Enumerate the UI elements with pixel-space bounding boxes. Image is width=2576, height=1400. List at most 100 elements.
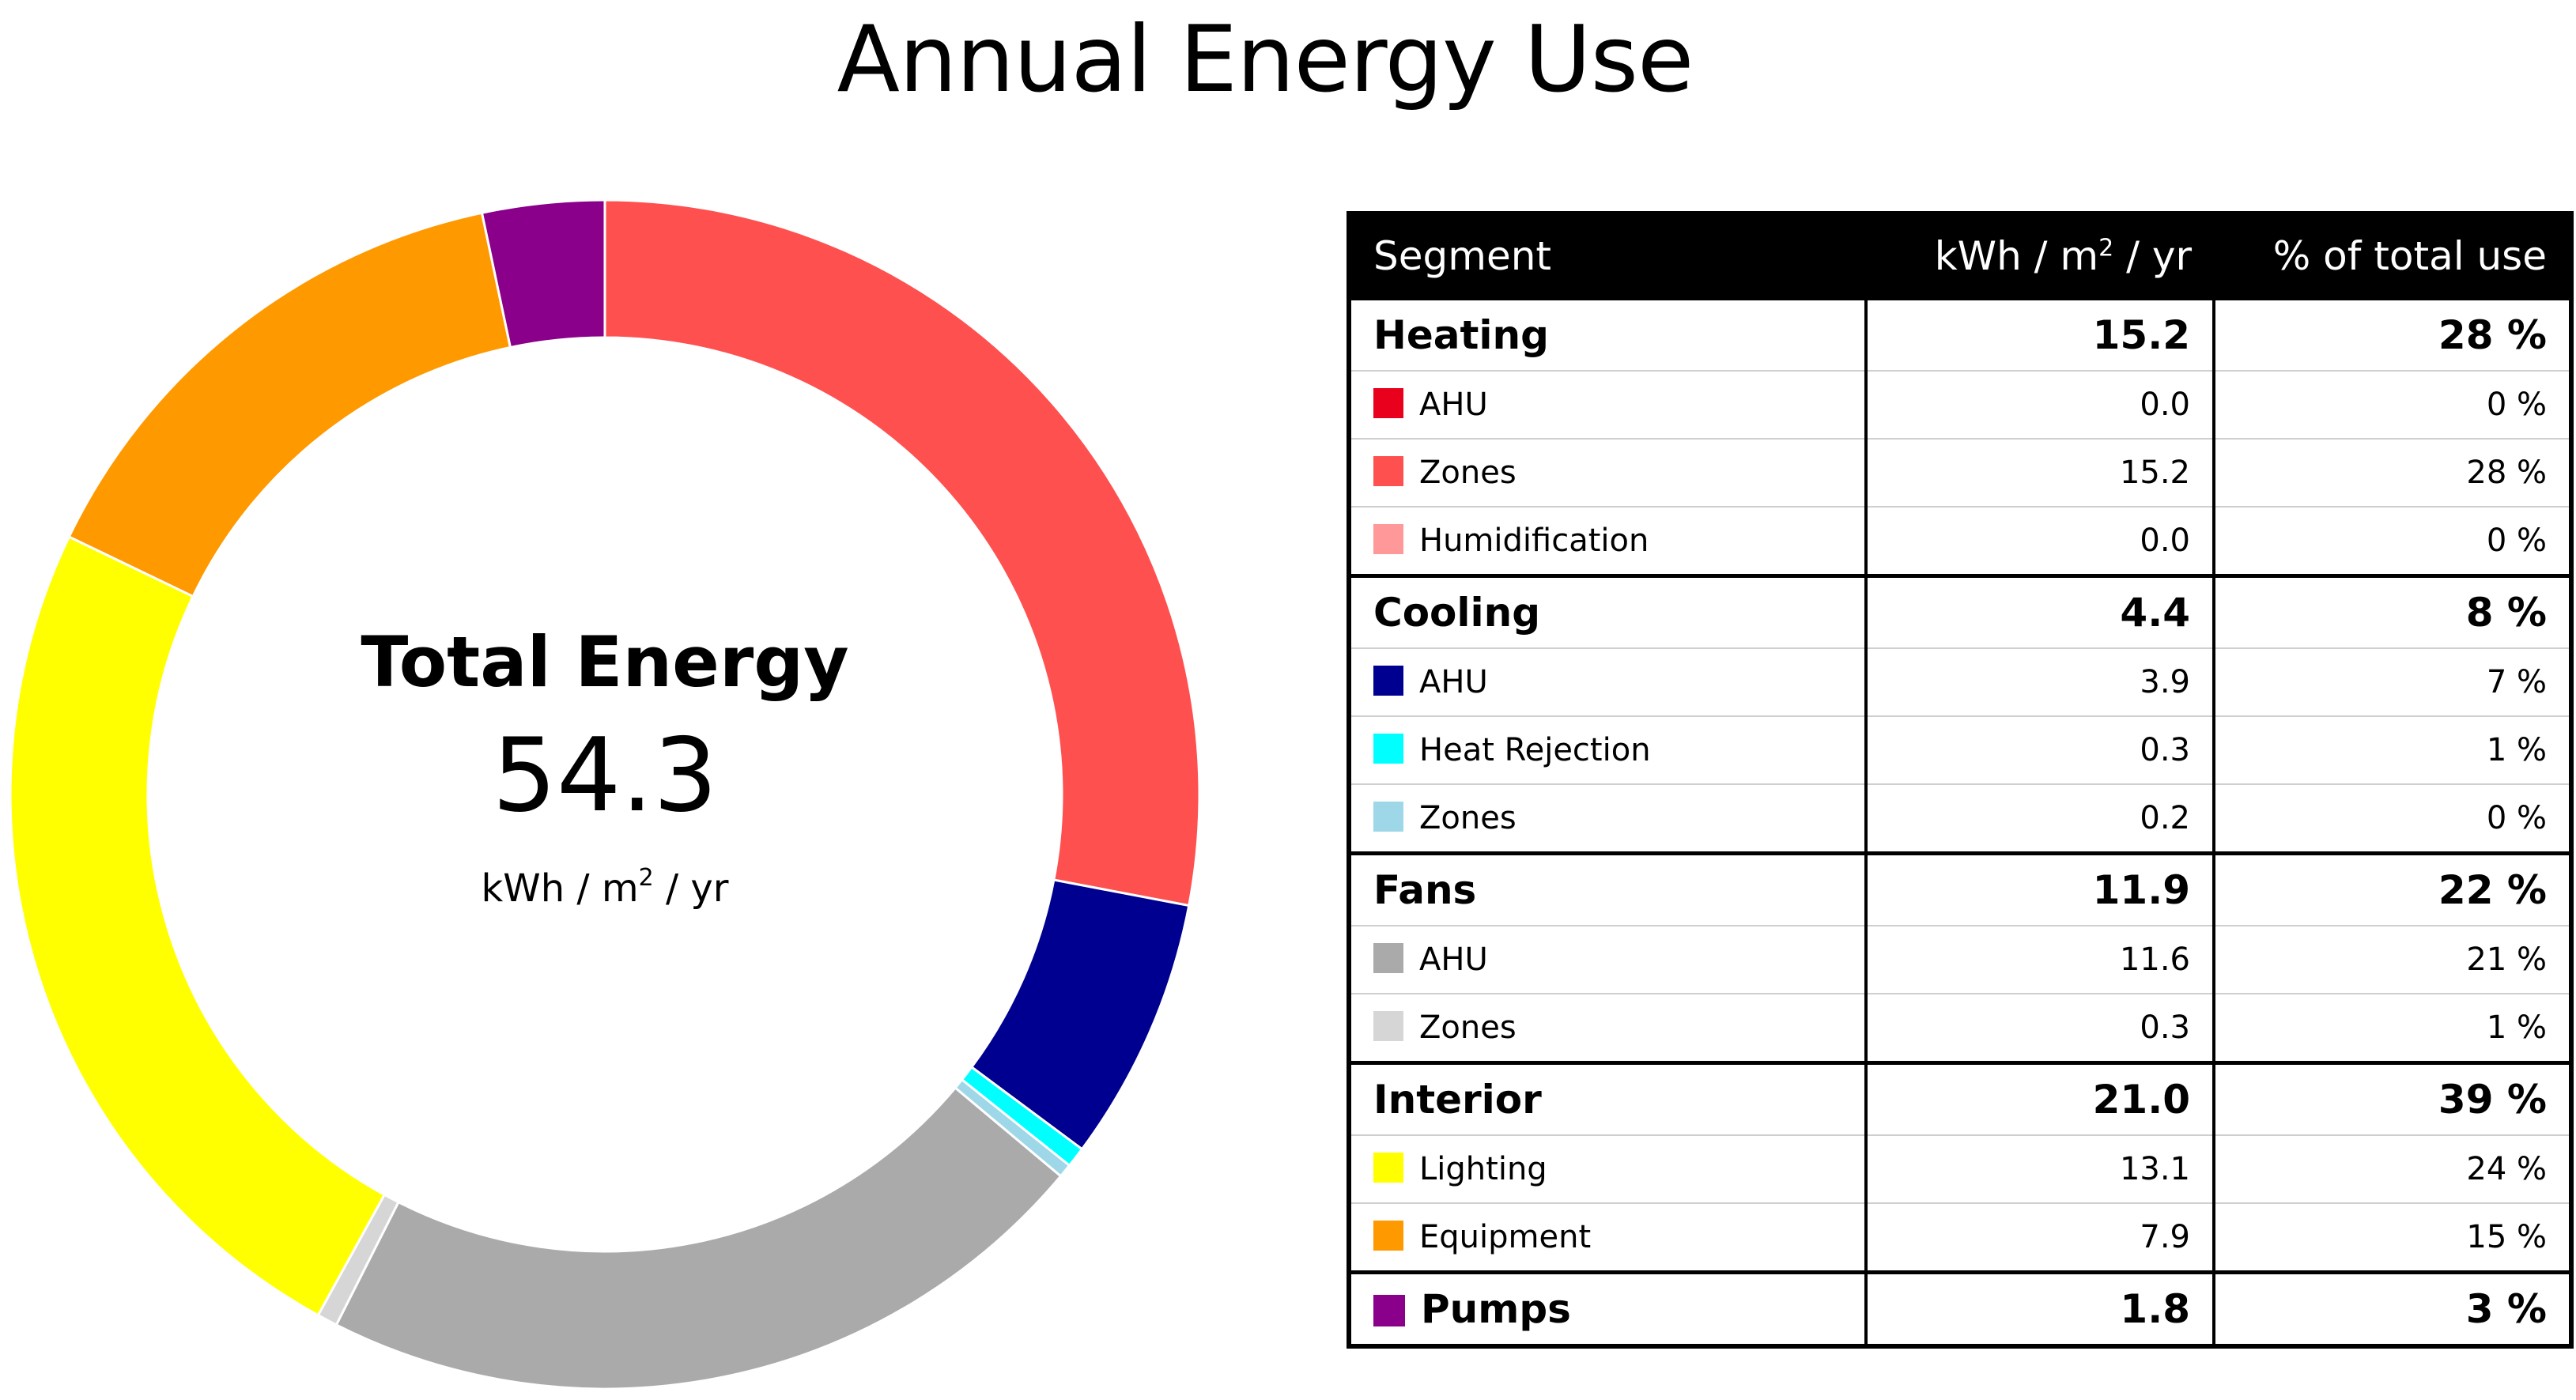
kwh-value: 21.0 bbox=[1864, 1061, 2214, 1135]
pct-value: 28 % bbox=[2212, 296, 2571, 371]
header-pct: % of total use bbox=[2214, 213, 2571, 299]
legend-swatch bbox=[1373, 524, 1403, 554]
item-row: AHU 0.0 0 % bbox=[1349, 370, 2571, 439]
kwh-value: 0.0 bbox=[1864, 370, 2214, 439]
donut-chart: Total Energy 54.3 kWh / m2 / yr bbox=[9, 198, 1201, 1391]
kwh-value: 15.2 bbox=[1864, 296, 2214, 371]
kwh-value: 13.1 bbox=[1864, 1134, 2214, 1203]
segment-name: Cooling bbox=[1373, 590, 1541, 636]
segment-name: Fans bbox=[1373, 867, 1477, 913]
segment-cell: AHU bbox=[1349, 925, 1866, 994]
table-header-row: Segment kWh / m2 / yr % of total use bbox=[1349, 213, 2571, 299]
item-row: Zones 0.3 1 % bbox=[1349, 993, 2571, 1063]
kwh-value: 15.2 bbox=[1864, 438, 2214, 507]
segment-cell: Heating bbox=[1349, 296, 1866, 371]
chart-title: Annual Energy Use bbox=[837, 6, 1694, 113]
kwh-value: 4.4 bbox=[1864, 574, 2214, 648]
segment-name: Lighting bbox=[1419, 1151, 1547, 1187]
pct-value: 7 % bbox=[2212, 647, 2571, 716]
item-row: AHU 3.9 7 % bbox=[1349, 647, 2571, 716]
pct-value: 21 % bbox=[2212, 925, 2571, 994]
kwh-value: 0.2 bbox=[1864, 783, 2214, 854]
header-segment: Segment bbox=[1349, 213, 1866, 299]
legend-swatch bbox=[1373, 1295, 1405, 1326]
item-row: Equipment 7.9 15 % bbox=[1349, 1202, 2571, 1273]
legend-swatch bbox=[1373, 456, 1403, 486]
legend-swatch bbox=[1373, 802, 1403, 832]
total-energy-value: 54.3 bbox=[493, 717, 718, 835]
segment-cell: Humidification bbox=[1349, 506, 1866, 576]
pct-value: 0 % bbox=[2212, 370, 2571, 439]
pct-value: 1 % bbox=[2212, 993, 2571, 1063]
group-row: Heating 15.2 28 % bbox=[1349, 296, 2571, 371]
segment-cell: Lighting bbox=[1349, 1134, 1866, 1203]
donut-slice bbox=[603, 198, 1201, 908]
segment-name: Heating bbox=[1373, 312, 1549, 358]
group-row: Pumps 1.8 3 % bbox=[1349, 1270, 2571, 1346]
pct-value: 39 % bbox=[2212, 1061, 2571, 1135]
legend-swatch bbox=[1373, 1011, 1403, 1041]
item-row: AHU 11.6 21 % bbox=[1349, 925, 2571, 994]
legend-swatch bbox=[1373, 1153, 1403, 1183]
kwh-value: 1.8 bbox=[1864, 1270, 2214, 1346]
pct-value: 15 % bbox=[2212, 1202, 2571, 1273]
pct-value: 8 % bbox=[2212, 574, 2571, 648]
segment-cell: Zones bbox=[1349, 783, 1866, 854]
kwh-value: 0.3 bbox=[1864, 715, 2214, 784]
segment-cell: Zones bbox=[1349, 993, 1866, 1063]
pct-value: 3 % bbox=[2212, 1270, 2571, 1346]
donut-slice bbox=[9, 534, 387, 1317]
segment-name: AHU bbox=[1419, 664, 1488, 700]
legend-swatch bbox=[1373, 666, 1403, 696]
group-row: Fans 11.9 22 % bbox=[1349, 851, 2571, 926]
segment-cell: Heat Rejection bbox=[1349, 715, 1866, 784]
donut-slice bbox=[480, 198, 606, 349]
kwh-value: 7.9 bbox=[1864, 1202, 2214, 1273]
group-row: Interior 21.0 39 % bbox=[1349, 1061, 2571, 1135]
legend-swatch bbox=[1373, 943, 1403, 973]
item-row: Zones 0.2 0 % bbox=[1349, 783, 2571, 854]
total-energy-label: Total Energy bbox=[361, 621, 848, 703]
segment-name: Interior bbox=[1373, 1077, 1542, 1123]
total-energy-unit: kWh / m2 / yr bbox=[481, 864, 728, 911]
item-row: Zones 15.2 28 % bbox=[1349, 438, 2571, 507]
segment-cell: AHU bbox=[1349, 370, 1866, 439]
header-kwh: kWh / m2 / yr bbox=[1866, 213, 2214, 299]
item-row: Lighting 13.1 24 % bbox=[1349, 1134, 2571, 1203]
pct-value: 0 % bbox=[2212, 506, 2571, 576]
segment-cell: Pumps bbox=[1349, 1270, 1866, 1346]
donut-slice bbox=[67, 211, 512, 598]
segment-name: Zones bbox=[1419, 455, 1517, 491]
segment-cell: Cooling bbox=[1349, 574, 1866, 648]
kwh-value: 0.0 bbox=[1864, 506, 2214, 576]
segment-name: Equipment bbox=[1419, 1219, 1592, 1255]
pct-value: 0 % bbox=[2212, 783, 2571, 854]
legend-swatch bbox=[1373, 734, 1403, 764]
pct-value: 1 % bbox=[2212, 715, 2571, 784]
segment-name: Heat Rejection bbox=[1419, 732, 1651, 768]
segment-cell: AHU bbox=[1349, 647, 1866, 716]
pct-value: 22 % bbox=[2212, 851, 2571, 926]
segment-name: Zones bbox=[1419, 1009, 1517, 1046]
item-row: Humidification 0.0 0 % bbox=[1349, 506, 2571, 576]
table-body: Heating 15.2 28 % AHU 0.0 0 % Zones 15.2 28 % Hum… bbox=[1349, 296, 2571, 1346]
donut-slice bbox=[334, 1085, 1063, 1391]
kwh-value: 11.9 bbox=[1864, 851, 2214, 926]
segment-cell: Equipment bbox=[1349, 1202, 1866, 1273]
segment-name: Zones bbox=[1419, 800, 1517, 836]
pct-value: 24 % bbox=[2212, 1134, 2571, 1203]
pct-value: 28 % bbox=[2212, 438, 2571, 507]
donut-slices bbox=[9, 198, 1201, 1391]
kwh-value: 0.3 bbox=[1864, 993, 2214, 1063]
segment-name: Humidification bbox=[1419, 523, 1649, 559]
segment-name: AHU bbox=[1419, 942, 1488, 978]
legend-swatch bbox=[1373, 388, 1403, 418]
energy-breakdown-table: Segment kWh / m2 / yr % of total use Hea… bbox=[1347, 211, 2574, 1349]
group-row: Cooling 4.4 8 % bbox=[1349, 574, 2571, 648]
kwh-value: 11.6 bbox=[1864, 925, 2214, 994]
legend-swatch bbox=[1373, 1221, 1403, 1251]
segment-name: AHU bbox=[1419, 387, 1488, 423]
segment-cell: Fans bbox=[1349, 851, 1866, 926]
segment-cell: Interior bbox=[1349, 1061, 1866, 1135]
item-row: Heat Rejection 0.3 1 % bbox=[1349, 715, 2571, 784]
